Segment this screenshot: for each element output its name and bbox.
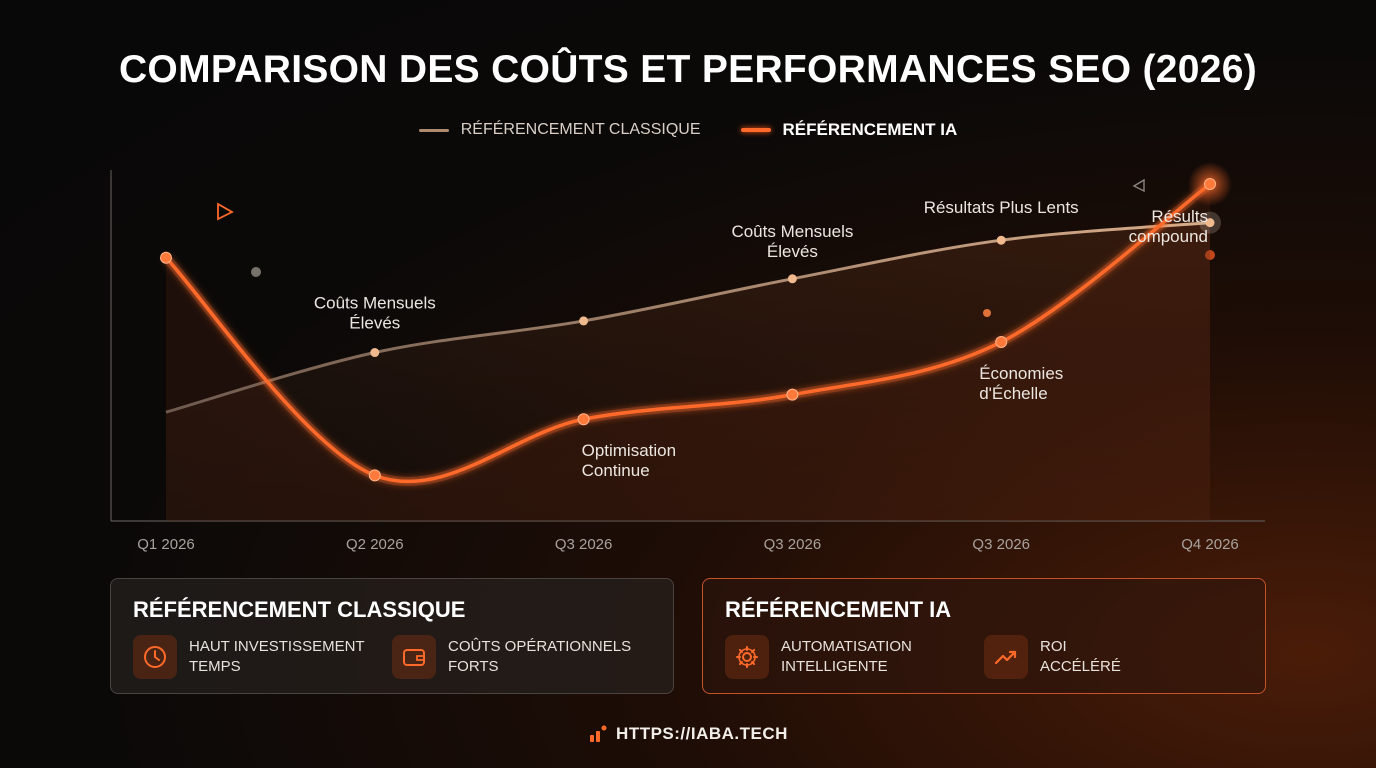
data-point-ia-1 — [368, 469, 381, 482]
footer-url[interactable]: HTTPS://IABA.TECH — [616, 724, 788, 743]
chart-legend: RÉFÉRENCEMENT CLASSIQUE RÉFÉRENCEMENT IA — [0, 120, 1376, 140]
panel-classic-item-time: HAUT INVESTISSEMENT TEMPS — [133, 635, 392, 679]
panel-ia-item-automation: AUTOMATISATION INTELLIGENTE — [725, 635, 984, 679]
annotation-label: Résultats Plus Lents — [924, 198, 1079, 217]
series-line-classic — [165, 221, 1211, 414]
legend-swatch-ia — [740, 128, 771, 132]
panel-ia-title: RÉFÉRENCEMENT IA — [725, 597, 952, 622]
panel-classic-item-time-label: HAUT INVESTISSEMENT TEMPS — [189, 638, 365, 675]
legend-item-classic: RÉFÉRENCEMENT CLASSIQUE — [418, 120, 701, 140]
annotation-label: Coûts Mensuels Élevés — [314, 294, 436, 333]
panel-ia-item-roi: ROI ACCÉLÉRÉ — [984, 635, 1243, 679]
panel-classic: RÉFÉRENCEMENT CLASSIQUE HAUT INVESTISSEM… — [110, 578, 674, 694]
footer: HTTPS://IABA.TECH — [0, 724, 1376, 744]
panel-classic-item-costs: COÛTS OPÉRATIONNELS FORTS — [392, 635, 651, 679]
data-point-ia-5 — [1204, 178, 1216, 191]
annotation-label: Économies d'Échelle — [979, 364, 1063, 403]
data-point-classic-5 — [1205, 218, 1215, 228]
data-point-ia-2 — [577, 413, 590, 426]
data-point-ia-3 — [786, 388, 799, 401]
back-triangle-icon — [1132, 178, 1145, 193]
data-point-classic-3 — [787, 274, 797, 284]
legend-label-ia: RÉFÉRENCEMENT IA — [782, 120, 958, 139]
panel-ia-item-roi-label: ROI ACCÉLÉRÉ — [1040, 638, 1121, 675]
panel-ia: RÉFÉRENCEMENT IA AUTOMATISATION INTELLIG… — [702, 578, 1266, 694]
x-tick-label: Q4 2026 — [1181, 536, 1239, 553]
wallet-icon — [392, 635, 436, 679]
annotation-label: Coûts Mensuels Élevés — [731, 222, 853, 261]
x-tick-label: Q3 2026 — [972, 536, 1030, 553]
line-chart: Q1 2026 Q2 2026 Q3 2026 Q3 2026 Q3 2026 Q4 20… — [110, 162, 1265, 553]
plot-area: Q1 2026 Q2 2026 Q3 2026 Q3 2026 Q3 2026 Q4 20… — [137, 162, 1239, 553]
panel-classic-item-costs-label: COÛTS OPÉRATIONNELS FORTS — [448, 638, 632, 675]
logo-bars-icon — [590, 725, 607, 742]
decor-dot-grey — [251, 267, 261, 277]
gear-icon — [725, 635, 769, 679]
x-tick-label: Q3 2026 — [555, 536, 613, 553]
data-point-ia-4 — [995, 335, 1008, 348]
legend-label-classic: RÉFÉRENCEMENT CLASSIQUE — [460, 121, 701, 138]
area-fill-ia — [166, 184, 1210, 522]
clock-icon — [133, 635, 177, 679]
play-triangle-icon — [217, 202, 234, 221]
data-point-ia-0 — [160, 251, 172, 264]
legend-item-ia: RÉFÉRENCEMENT IA — [740, 120, 958, 140]
data-point-classic-2 — [579, 316, 589, 326]
x-tick-label: Q1 2026 — [137, 536, 195, 553]
legend-swatch-classic — [418, 128, 449, 132]
chart-title: COMPARISON DES COÛTS ET PERFORMANCES SEO… — [118, 48, 1258, 91]
panel-ia-item-automation-label: AUTOMATISATION INTELLIGENTE — [781, 638, 912, 675]
area-fill-classic — [166, 222, 1210, 521]
panel-classic-title: RÉFÉRENCEMENT CLASSIQUE — [133, 597, 466, 622]
annotation-label: Optimisation Continue — [582, 441, 676, 480]
x-tick-label: Q3 2026 — [764, 536, 822, 553]
x-tick-label: Q2 2026 — [346, 536, 404, 553]
annotation-label: Résults compound — [1129, 207, 1208, 246]
data-point-classic-1 — [370, 348, 380, 358]
series-line-ia — [164, 182, 1212, 484]
data-point-classic-4 — [996, 235, 1006, 245]
trending-up-icon — [984, 635, 1028, 679]
